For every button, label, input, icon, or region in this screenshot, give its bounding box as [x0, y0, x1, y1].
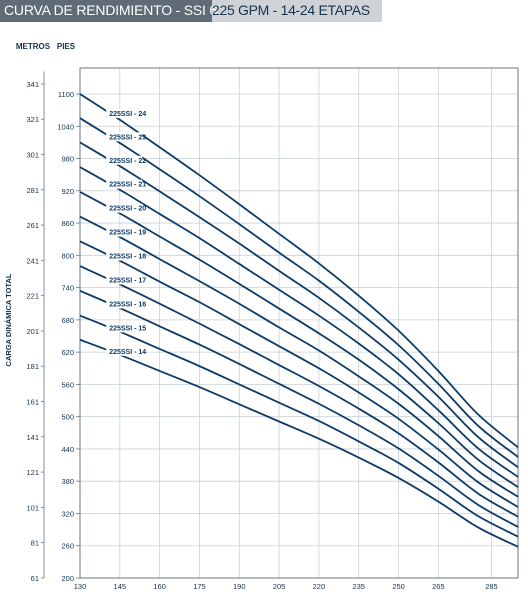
curve-label-backing — [106, 323, 143, 333]
chart-title: CURVA DE RENDIMIENTO - SSI 6” — [4, 2, 222, 18]
metros-tick-label: 101 — [26, 503, 39, 512]
pies-tick-label: 1040 — [57, 122, 74, 131]
metros-tick-label: 341 — [26, 80, 39, 89]
x-tick-label: 265 — [432, 582, 445, 591]
curve-label: 225SSI - 19 — [109, 230, 146, 237]
x-tick-label: 220 — [313, 582, 326, 591]
curve-225ssi-22 — [79, 141, 519, 468]
pies-tick-label: 860 — [61, 219, 74, 228]
metros-tick-label: 201 — [26, 327, 39, 336]
pies-tick-label: 500 — [61, 413, 74, 422]
x-tick-label: 160 — [153, 582, 166, 591]
curve-label: 225SSI - 17 — [109, 277, 146, 284]
metros-tick-label: 321 — [26, 115, 39, 124]
curve-label: 225SSI - 21 — [109, 182, 146, 189]
curve-225ssi-24 — [79, 93, 519, 449]
metros-tick-label: 301 — [26, 150, 39, 159]
pies-tick-label: 740 — [61, 284, 74, 293]
metros-tick-label: 221 — [26, 292, 39, 301]
pies-tick-label: 620 — [61, 348, 74, 357]
pies-tick-label: 920 — [61, 187, 74, 196]
pies-tick-label: 680 — [61, 316, 74, 325]
x-tick-label: 130 — [74, 582, 87, 591]
curve-225ssi-16 — [79, 290, 519, 528]
metros-tick-label: 241 — [26, 256, 39, 265]
metros-tick-label: 181 — [26, 362, 39, 371]
curve-label: 225SSI - 15 — [109, 325, 146, 332]
curve-label-backing — [106, 203, 143, 213]
grid-lines — [79, 68, 518, 579]
curve-225ssi-18 — [79, 240, 519, 508]
title-banner — [0, 0, 212, 22]
curve-label: 225SSI - 16 — [109, 301, 146, 308]
curve-label: 225SSI - 14 — [109, 349, 146, 356]
curve-label-backing — [106, 155, 143, 165]
metros-tick-label: 261 — [26, 221, 39, 230]
metros-tick-label: 281 — [26, 186, 39, 195]
pies-tick-label: 200 — [61, 574, 74, 583]
pies-tick-label: 560 — [61, 380, 74, 389]
pies-tick-label: 440 — [61, 445, 74, 454]
curve-label: 225SSI - 18 — [109, 254, 146, 261]
curve-label-backing — [106, 179, 143, 189]
curve-label: 225SSI - 24 — [109, 111, 146, 118]
y-axis-title: CARGA DINÁMICA TOTAL — [4, 273, 13, 366]
chart-subtitle: 225 GPM - 14-24 ETAPAS — [212, 2, 370, 18]
pies-tick-label: 1100 — [58, 90, 74, 99]
curve-label: 225SSI - 23 — [109, 134, 146, 141]
curve-225ssi-15 — [79, 314, 519, 538]
pies-tick-label: 320 — [61, 509, 74, 518]
axes: 130 145 160 175 190 205 220 235 250 265 285 200 260 3… — [26, 67, 519, 591]
plot-frame — [79, 67, 519, 579]
header-band: CURVA DE RENDIMIENTO - SSI 6” 225 GPM - … — [0, 0, 528, 24]
x-tick-label: 175 — [193, 582, 206, 591]
metros-tick-label: 121 — [26, 468, 39, 477]
curve-225ssi-14 — [79, 338, 519, 548]
curve-label-backing — [106, 299, 143, 309]
curve-label-backing — [106, 227, 143, 237]
curve-label: 225SSI - 22 — [109, 158, 146, 165]
pies-tick-label: 980 — [61, 155, 74, 164]
curve-225ssi-20 — [79, 191, 519, 488]
curve-label: 225SSI - 20 — [109, 206, 146, 213]
x-tick-label: 250 — [392, 582, 405, 591]
metros-tick-label: 81 — [31, 539, 39, 548]
pies-tick-label: 260 — [61, 542, 74, 551]
x-tick-label: 205 — [273, 582, 286, 591]
pies-tick-label: 380 — [61, 477, 74, 486]
curve-225ssi-23 — [79, 117, 519, 458]
curve-225ssi-17 — [79, 265, 519, 518]
pies-axis-unit: PIES — [57, 42, 76, 51]
curve-225ssi-19 — [79, 215, 519, 498]
curve-label-backing — [106, 275, 143, 285]
curve-225ssi-21 — [79, 166, 519, 478]
metros-tick-label: 161 — [26, 397, 39, 406]
curve-label-backing — [106, 251, 143, 261]
metros-tick-label: 61 — [31, 574, 39, 583]
pies-tick-label: 800 — [61, 251, 74, 260]
x-tick-label: 235 — [352, 582, 365, 591]
x-tick-label: 145 — [114, 582, 127, 591]
metros-axis-unit: METROS — [16, 42, 51, 51]
curve-label-backing — [106, 108, 143, 118]
subtitle-banner — [212, 0, 382, 22]
curve-label-backing — [106, 346, 143, 356]
x-tick-label: 285 — [485, 582, 498, 591]
performance-curves — [79, 93, 519, 548]
metros-tick-label: 141 — [26, 433, 39, 442]
curve-label-backing — [106, 132, 143, 142]
x-tick-label: 190 — [233, 582, 246, 591]
curve-labels: 225SSI - 14 225SSI - 15 225SSI - 16 225SSI … — [106, 108, 146, 356]
